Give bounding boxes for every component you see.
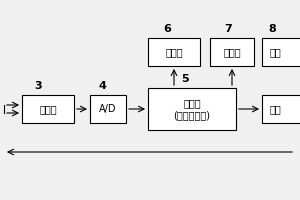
Text: A/D: A/D xyxy=(99,104,117,114)
Bar xyxy=(262,38,300,66)
Bar xyxy=(148,38,200,66)
Text: 8: 8 xyxy=(268,24,276,34)
Bar xyxy=(210,38,254,66)
Text: 3: 3 xyxy=(34,81,42,91)
Text: 4: 4 xyxy=(98,81,106,91)
Text: 打印机: 打印机 xyxy=(223,47,241,57)
Text: 放大器: 放大器 xyxy=(39,104,57,114)
Text: 5: 5 xyxy=(181,74,189,84)
Text: 6: 6 xyxy=(163,24,171,34)
Text: 7: 7 xyxy=(224,24,232,34)
Bar xyxy=(148,88,236,130)
Bar xyxy=(90,95,126,123)
Bar xyxy=(22,95,74,123)
Text: 显示器: 显示器 xyxy=(165,47,183,57)
Bar xyxy=(262,95,300,123)
Text: 计算机
(热信号分析): 计算机 (热信号分析) xyxy=(173,98,211,120)
Text: 声光: 声光 xyxy=(270,47,282,57)
Text: 输出: 输出 xyxy=(270,104,282,114)
